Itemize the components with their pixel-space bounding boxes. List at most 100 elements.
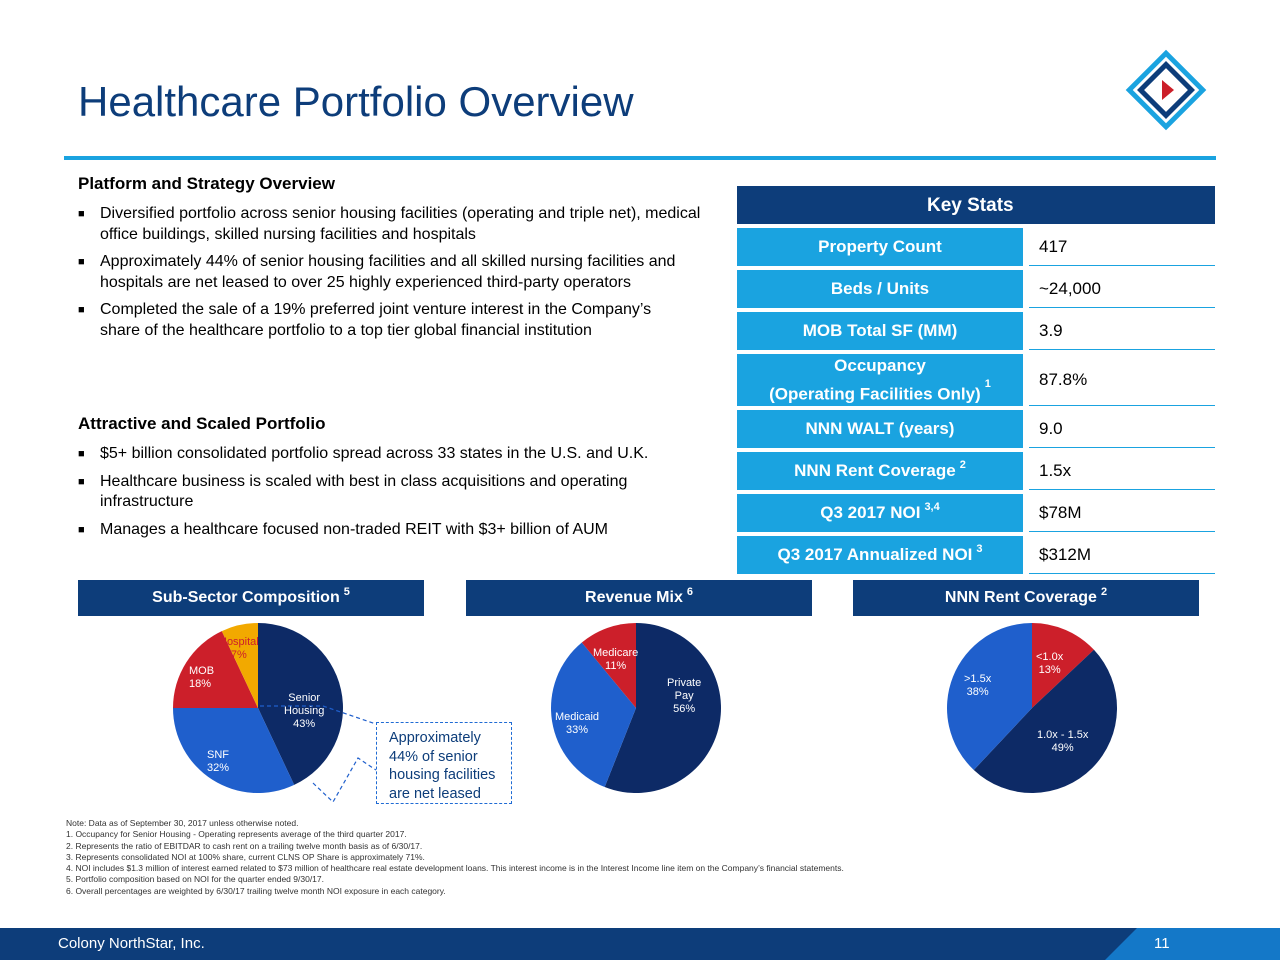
pie-slice-medicaid <box>551 642 636 788</box>
footnote-marker: 5 <box>343 586 350 598</box>
footnotes: Note: Data as of September 30, 2017 unle… <box>66 818 844 897</box>
list-item: ■ Healthcare business is scaled with best… <box>78 472 718 513</box>
footnote: 6. Overall percentages are weighted by 6… <box>66 885 446 896</box>
callout-text: are net leased <box>389 785 481 802</box>
bullet-icon: ■ <box>78 523 85 536</box>
footer-accent-shape <box>1105 928 1280 960</box>
bullet-text: Completed the sale of a 19% preferred jo… <box>100 301 652 339</box>
slice-value: 33% <box>566 724 589 736</box>
pie-slice-1-0x <box>1032 623 1094 708</box>
slice-name: Medicaid <box>555 711 600 723</box>
slice-value: 56% <box>673 703 696 715</box>
attractive-bullet-list: ■ $5+ billion consolidated portfolio spre… <box>78 444 718 547</box>
slice-name: Housing <box>284 705 325 717</box>
stat-row-annualized-noi: Q3 2017 Annualized NOI 3 $312M <box>737 536 1215 574</box>
slice-value: 7% <box>230 649 247 661</box>
stat-row-occupancy: Occupancy (Operating Facilities Only)1 8… <box>737 354 1215 406</box>
stat-label-text: Q3 2017 Annualized NOI <box>777 545 973 564</box>
footer-bar <box>0 928 1280 960</box>
title-divider <box>64 156 1216 160</box>
footnote-marker: 2 <box>959 459 966 471</box>
stat-value: 9.0 <box>1029 410 1215 448</box>
subsector-pie-chart <box>173 623 343 793</box>
stat-label: Q3 2017 Annualized NOI 3 <box>737 536 1023 574</box>
callout-text: Approximately <box>389 730 481 746</box>
key-stats-header: Key Stats <box>737 186 1215 224</box>
pie-slice-snf <box>173 708 295 793</box>
callout-text: 44% of senior <box>389 748 478 765</box>
bullet-text: $5+ billion consolidated portfolio sprea… <box>100 445 649 462</box>
footnote: 4. NOI includes $1.3 million of interest… <box>66 863 844 874</box>
slice-name: SNF <box>207 749 230 761</box>
footnote-marker: 3,4 <box>924 501 940 513</box>
pie-slice-hospital <box>221 623 258 708</box>
slice-value: 18% <box>189 678 212 690</box>
slice-label-hospital: Hospital 7% <box>219 636 259 662</box>
page-title: Healthcare Portfolio Overview <box>78 78 634 125</box>
callout-connector <box>260 705 377 803</box>
stat-label: Beds / Units <box>737 270 1023 308</box>
stat-row-beds-units: Beds / Units ~24,000 <box>737 270 1215 308</box>
company-logo-icon <box>1125 49 1207 131</box>
stat-label: MOB Total SF (MM) <box>737 312 1023 350</box>
list-item: ■ $5+ billion consolidated portfolio spre… <box>78 444 718 465</box>
stat-row-property-count: Property Count 417 <box>737 228 1215 266</box>
stat-value: $78M <box>1029 494 1215 532</box>
slice-value: 43% <box>293 718 316 730</box>
slice-value: 32% <box>207 762 230 774</box>
footnote: 2. Represents the ratio of EBITDAR to ca… <box>66 840 423 851</box>
stat-label-text: Q3 2017 NOI <box>820 503 921 522</box>
slice-label-snf: SNF 32% <box>207 749 229 775</box>
stat-label: Occupancy (Operating Facilities Only)1 <box>737 354 1023 406</box>
footnote: 1. Occupancy for Senior Housing - Operat… <box>66 829 407 840</box>
bullet-icon: ■ <box>78 448 85 460</box>
footnote: 5. Portfolio composition based on NOI fo… <box>66 874 324 885</box>
stat-label: Property Count <box>737 228 1023 266</box>
stat-value: 3.9 <box>1029 312 1215 350</box>
revenue-pie-chart <box>551 623 722 793</box>
pie-slice-senior-housing <box>258 623 343 785</box>
stat-label-text: NNN WALT (years) <box>805 419 955 438</box>
slice-value: 13% <box>1038 664 1061 676</box>
pie-slice-mob <box>173 631 258 708</box>
platform-bullet-list: ■ Diversified portfolio across senior hou… <box>78 204 718 348</box>
revenue-chart-header: Revenue Mix 6 <box>466 580 812 616</box>
slice-name: MOB <box>189 665 215 677</box>
footer-company: Colony NorthStar, Inc. <box>58 935 205 952</box>
pie-slice-private-pay <box>604 623 722 793</box>
slice-name: >1.5x <box>964 673 992 685</box>
slice-label-senior-housing: Senior Housing 43% <box>284 692 324 731</box>
stat-row-nnn-walt: NNN WALT (years) 9.0 <box>737 410 1215 448</box>
footnote-marker: 1 <box>984 377 991 390</box>
bullet-icon: ■ <box>78 475 85 488</box>
slice-label-mob: MOB 18% <box>189 665 214 691</box>
slice-name: <1.0x <box>1036 651 1064 663</box>
slice-label-1x-1-5x: 1.0x - 1.5x 49% <box>1037 729 1088 755</box>
slice-value: 11% <box>605 660 627 672</box>
bullet-text: Manages a healthcare focused non-traded … <box>100 520 608 538</box>
stat-label-text: MOB Total SF (MM) <box>802 321 958 340</box>
pie-slice-1-5x <box>946 623 1032 770</box>
net-lease-callout: Approximately 44% of senior housing faci… <box>376 722 512 804</box>
stat-label: Q3 2017 NOI 3,4 <box>737 494 1023 532</box>
footnote-marker: 3 <box>976 543 983 555</box>
slice-label-medicare: Medicare 11% <box>593 647 638 673</box>
slice-name: Medicare <box>593 647 639 659</box>
bullet-text: Diversified portfolio across senior hous… <box>100 205 701 243</box>
pie-slice-1-0x-1-5x <box>973 649 1118 794</box>
slice-name: Private <box>667 677 702 689</box>
bullet-icon: ■ <box>78 208 85 220</box>
stat-label-text: Property Count <box>818 237 942 256</box>
slice-label-medicaid: Medicaid 33% <box>555 711 599 737</box>
stat-label-text: Beds / Units <box>830 279 930 298</box>
slice-value: 49% <box>1051 742 1074 754</box>
slice-label-under-1x: <1.0x 13% <box>1036 651 1063 677</box>
stat-value: $312M <box>1029 536 1215 574</box>
list-item: ■ Diversified portfolio across senior hou… <box>78 204 718 245</box>
chart-title: NNN Rent Coverage <box>944 589 1097 606</box>
subsector-chart-header: Sub-Sector Composition 5 <box>78 580 424 616</box>
slice-label-private-pay: Private Pay 56% <box>667 677 701 716</box>
page-number: 11 <box>1154 935 1170 952</box>
callout-text: housing facilities <box>389 767 496 783</box>
list-item: ■ Manages a healthcare focused non-traded… <box>78 520 718 541</box>
